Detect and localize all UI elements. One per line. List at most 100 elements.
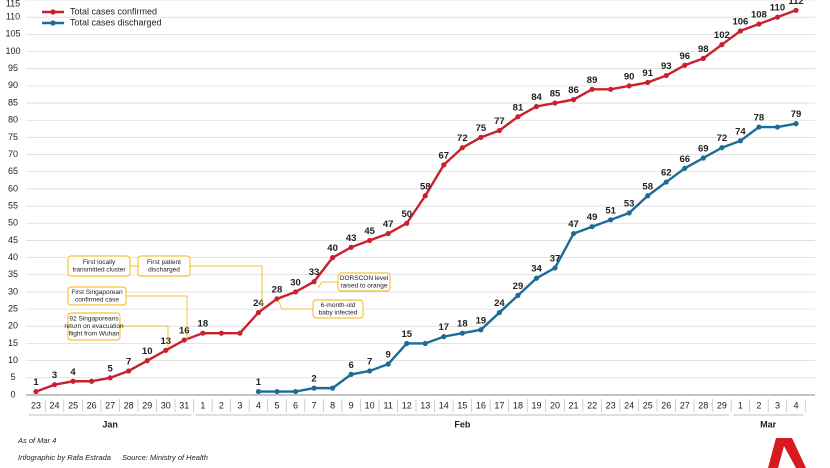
value-label: 58 <box>420 181 431 192</box>
point <box>626 83 632 89</box>
point <box>682 62 688 68</box>
x-tick-label: 25 <box>68 400 78 410</box>
y-tick-label: 105 <box>5 29 20 39</box>
value-label: 34 <box>531 264 542 275</box>
y-tick-label: 70 <box>8 149 18 159</box>
note: Infographic by Rafa Estrada <box>18 453 111 462</box>
x-tick-label: 17 <box>494 400 504 410</box>
value-label: 102 <box>714 30 730 41</box>
point <box>200 330 206 336</box>
x-tick-label: 11 <box>384 400 393 410</box>
value-label: 98 <box>698 44 709 55</box>
point <box>274 296 280 302</box>
annotation-leader <box>120 325 169 348</box>
point <box>385 361 391 367</box>
point <box>570 97 577 103</box>
value-label: 18 <box>457 319 468 330</box>
value-label: 15 <box>401 329 412 340</box>
value-label: 7 <box>367 356 372 367</box>
x-tick-label: 20 <box>550 400 560 410</box>
x-tick-label: 25 <box>643 400 653 410</box>
value-label: 58 <box>642 181 653 192</box>
value-label: 18 <box>198 319 209 330</box>
point <box>608 86 614 92</box>
annotation-leader <box>317 281 338 289</box>
value-label: 72 <box>717 133 728 144</box>
value-label: 5 <box>107 363 113 374</box>
point <box>70 378 76 384</box>
logo <box>768 438 806 468</box>
point <box>144 358 150 364</box>
point <box>385 230 391 237</box>
x-tick-label: 9 <box>349 400 354 410</box>
point <box>700 55 706 61</box>
x-tick-label: 24 <box>50 400 60 410</box>
point <box>515 292 521 298</box>
y-tick-label: 25 <box>8 304 18 314</box>
value-label: 2 <box>311 374 316 385</box>
point <box>329 385 336 391</box>
x-tick-label: 7 <box>312 400 317 410</box>
value-label: 66 <box>679 154 690 165</box>
y-tick-label: 90 <box>8 80 18 90</box>
point <box>329 255 336 261</box>
point <box>589 224 595 230</box>
value-label: 96 <box>679 51 690 62</box>
point <box>348 244 354 250</box>
point <box>645 193 651 199</box>
point <box>459 330 465 336</box>
x-tick-label: 23 <box>31 400 41 410</box>
value-label: 72 <box>457 133 468 144</box>
x-tick-label: 5 <box>274 400 279 410</box>
annotation-box <box>137 255 191 277</box>
point <box>181 337 187 343</box>
y-tick-label: 100 <box>5 46 20 56</box>
value-label: 91 <box>642 68 653 79</box>
annotation-text: transmitted cluster <box>72 266 126 273</box>
point <box>774 124 781 130</box>
point <box>793 7 799 13</box>
point <box>274 388 280 395</box>
value-label: 75 <box>476 123 487 134</box>
value-label: 37 <box>550 253 561 264</box>
point <box>570 230 577 237</box>
x-tick-label: 29 <box>717 400 727 410</box>
value-label: 16 <box>179 326 190 337</box>
point <box>107 375 113 381</box>
value-label: 62 <box>661 168 672 179</box>
point <box>626 210 632 216</box>
y-tick-label: 45 <box>8 235 18 245</box>
point <box>311 279 317 285</box>
value-label: 53 <box>624 198 635 209</box>
value-label: 79 <box>791 109 802 120</box>
legend-label: Total cases discharged <box>70 17 162 27</box>
value-label: 10 <box>142 346 153 357</box>
value-label: 4 <box>70 367 76 378</box>
value-label: 51 <box>605 205 616 216</box>
point <box>552 100 558 106</box>
x-tick-label: 4 <box>793 400 798 410</box>
y-tick-label: 55 <box>8 200 18 210</box>
point <box>348 371 354 377</box>
x-tick-label: 8 <box>330 400 335 410</box>
annotation-text: DORSCON level <box>340 275 389 282</box>
y-tick-label: 40 <box>8 252 18 262</box>
annotation-box <box>67 312 121 341</box>
point <box>51 382 58 388</box>
x-tick-label: 15 <box>457 400 467 410</box>
value-label: 84 <box>531 92 542 103</box>
point <box>663 179 669 185</box>
annotation-text: flight from Wuhan <box>69 331 120 338</box>
x-tick-label: 23 <box>606 400 616 410</box>
point <box>404 220 410 226</box>
x-tick-label: 28 <box>698 400 708 410</box>
value-label: 19 <box>476 315 487 326</box>
month-label: Mar <box>760 419 777 429</box>
value-label: 28 <box>272 284 283 295</box>
point <box>737 138 743 144</box>
y-tick-label: 0 <box>10 389 15 399</box>
value-label: 6 <box>348 360 353 371</box>
value-label: 47 <box>568 219 579 230</box>
x-tick-label: 14 <box>439 400 449 410</box>
y-tick-label: 35 <box>8 269 18 279</box>
